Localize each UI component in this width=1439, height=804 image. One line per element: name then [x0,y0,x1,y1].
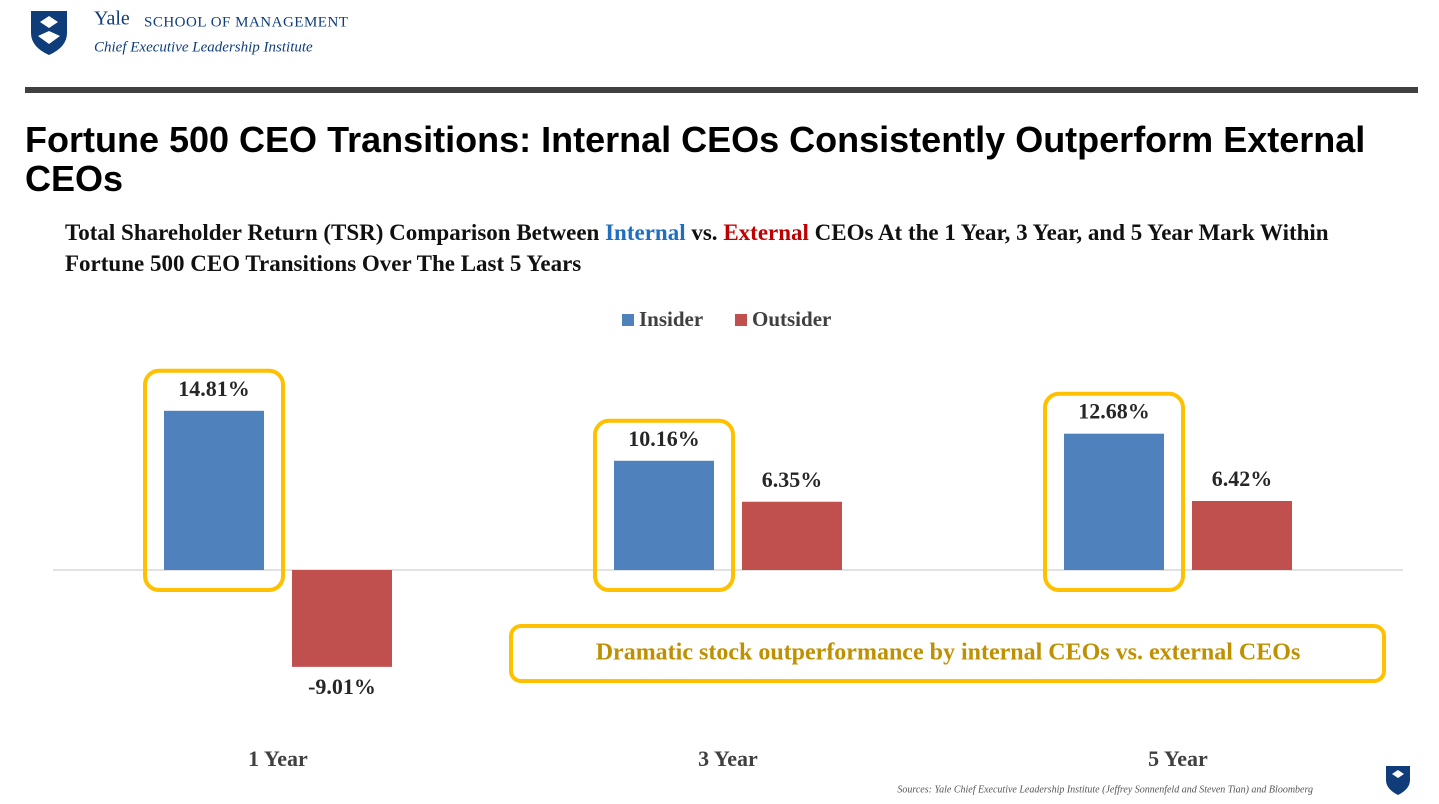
legend-label: Insider [639,307,703,331]
bar [292,570,392,667]
x-tick-label: 1 Year [248,746,308,771]
value-label: 14.81% [178,376,250,401]
value-label: 12.68% [1078,399,1150,424]
subtitle-text: Total Shareholder Return (TSR) Compariso… [65,220,606,245]
institute: Chief Executive Leadership Institute [94,39,313,55]
bar [1064,433,1164,570]
value-label: 6.35% [762,467,823,492]
source: Sources: Yale Chief Executive Leadership… [897,784,1313,795]
value-label: -9.01% [308,674,376,699]
legend-label: Outsider [752,307,831,331]
footer-logo [1386,766,1410,795]
subtitle-external: External [723,220,809,245]
subtitle: Total Shareholder Return (TSR) Compariso… [65,217,1365,279]
x-tick-label: 5 Year [1148,746,1208,771]
bar [164,410,264,570]
subtitle-internal: Internal [605,220,686,245]
highlight-box [1043,391,1185,592]
annotation-box [509,624,1386,683]
bar [1192,500,1292,570]
bar [742,501,842,570]
value-label: 10.16% [628,426,700,451]
value-label: 6.42% [1212,466,1273,491]
chart-title: Fortune 500 CEO Transitions: Internal CE… [25,119,1366,199]
legend-swatch [622,314,634,326]
legend-swatch [735,314,747,326]
highlight-box [593,418,735,592]
x-tick-label: 3 Year [698,746,758,771]
highlight-box [143,368,285,593]
subtitle-text: vs. [685,220,724,245]
brand: Yale [94,8,130,30]
school: SCHOOL OF MANAGEMENT [144,14,348,30]
subtitle-text: CEOs At the 1 Year, 3 Year, and 5 Year M… [65,220,1329,276]
bar [614,460,714,570]
yale-logo [31,11,67,55]
annotation: Dramatic stock outperformance by interna… [596,640,1301,666]
separator [25,87,1418,93]
